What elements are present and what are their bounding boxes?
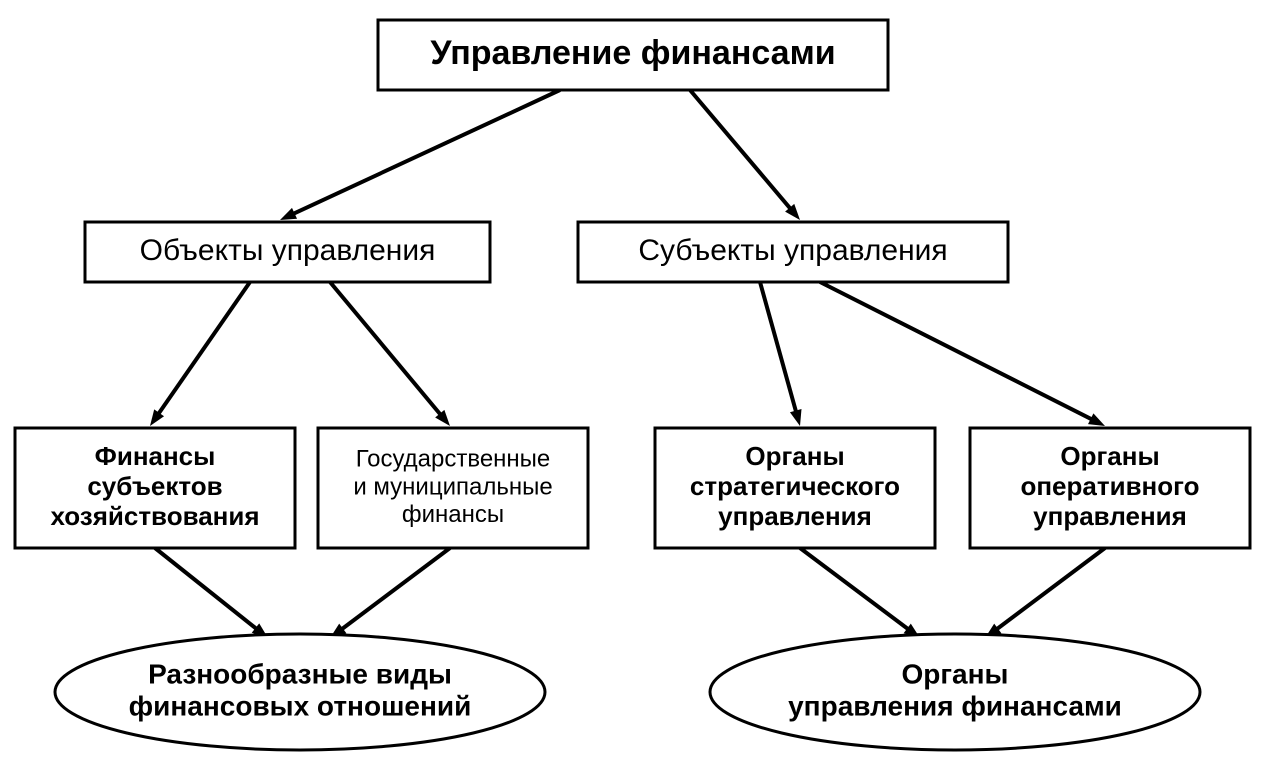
node-label: Финансы [95, 441, 216, 471]
edge [155, 548, 268, 638]
node-leaf4: Органыоперативногоуправления [970, 428, 1250, 548]
edge [800, 548, 920, 638]
node-label: Объекты управления [140, 234, 436, 267]
node-out2: Органыуправления финансами [710, 634, 1200, 750]
node-label: оперативного [1020, 471, 1199, 501]
node-label: управления [1033, 501, 1187, 531]
node-leaf1: Финансысубъектовхозяйствования [15, 428, 295, 548]
edge [150, 282, 250, 426]
node-label: стратегического [690, 471, 900, 501]
node-label: субъектов [87, 471, 222, 501]
node-leaf2: Государственныеи муниципальныефинансы [318, 428, 588, 548]
edge [330, 548, 450, 638]
node-leaf3: Органыстратегическогоуправления [655, 428, 935, 548]
node-label: финансы [402, 501, 504, 528]
node-label: финансовых отношений [129, 690, 472, 721]
node-label: Управление финансами [430, 34, 835, 72]
node-label: и муниципальные [353, 473, 552, 500]
node-label: хозяйствования [50, 501, 259, 531]
node-label: Государственные [356, 446, 551, 473]
node-label: Органы [745, 441, 844, 471]
node-label: Субъекты управления [638, 234, 947, 267]
node-out1: Разнообразные видыфинансовых отношений [55, 634, 545, 750]
edge [760, 282, 801, 426]
node-label: Разнообразные виды [148, 658, 452, 689]
node-label: Органы [902, 658, 1009, 689]
node-label: управления [718, 501, 872, 531]
node-label: Органы [1060, 441, 1159, 471]
node-root: Управление финансами [378, 20, 888, 90]
node-objects: Объекты управления [85, 222, 490, 282]
edge [820, 282, 1105, 426]
diagram-canvas: Управление финансами Объекты управления Су… [0, 0, 1269, 761]
edge [280, 90, 560, 220]
edge [330, 282, 450, 426]
node-label: управления финансами [788, 690, 1122, 721]
edge [985, 548, 1105, 638]
edge [690, 90, 800, 220]
node-subjects: Субъекты управления [578, 222, 1008, 282]
